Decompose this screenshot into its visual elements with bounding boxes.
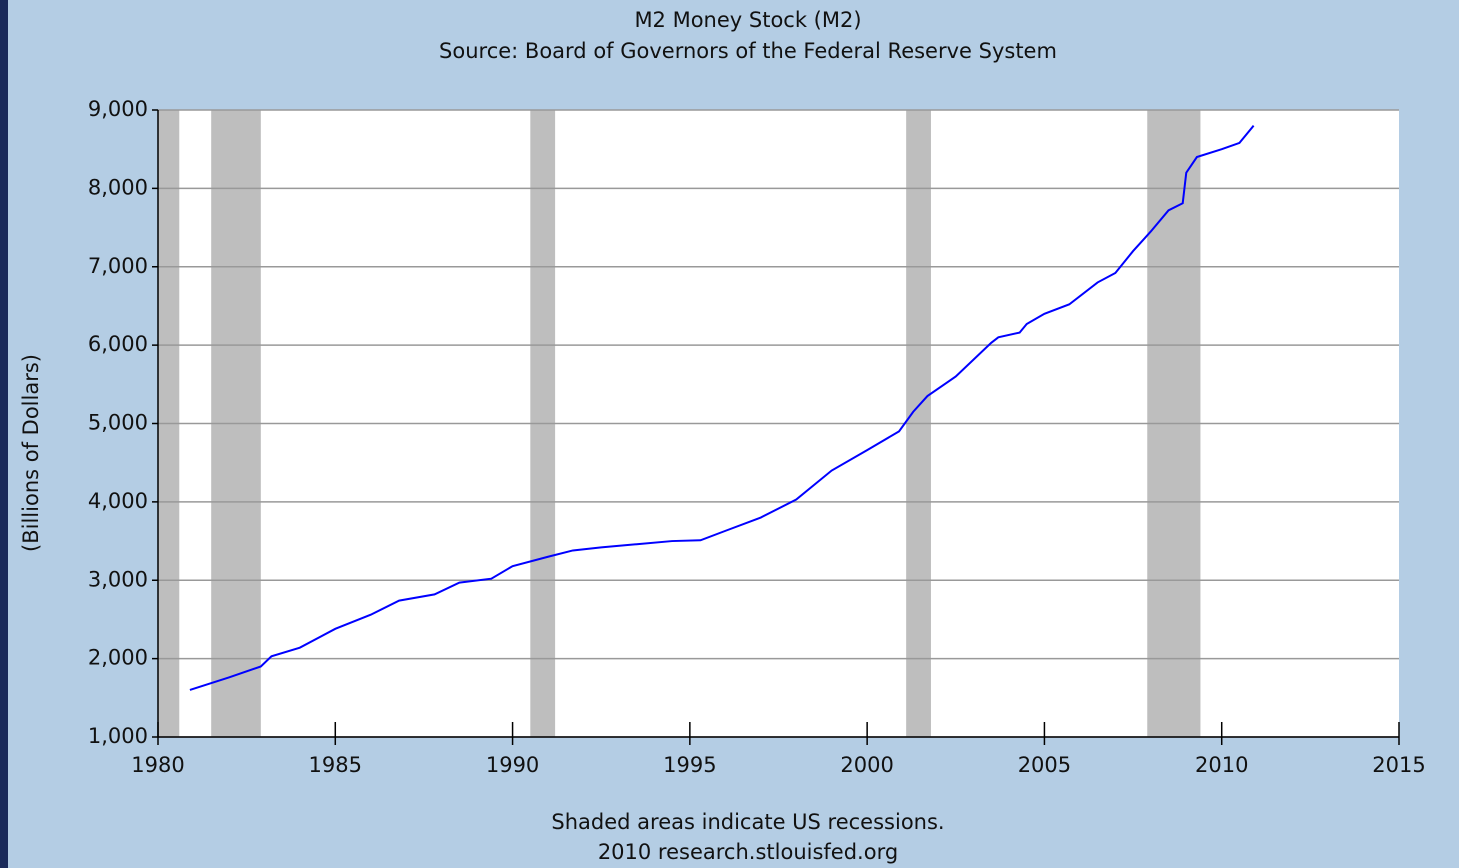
x-tick-label: 1990	[486, 753, 539, 777]
y-tick-label: 8,000	[88, 175, 148, 199]
y-tick-label: 1,000	[88, 724, 148, 748]
chart-title: M2 Money Stock (M2)	[634, 8, 861, 32]
x-tick-label: 1995	[663, 753, 716, 777]
x-tick-label: 1985	[309, 753, 362, 777]
data-line	[189, 125, 1255, 691]
y-tick-label: 4,000	[88, 489, 148, 513]
credit: 2010 research.stlouisfed.org	[598, 840, 898, 864]
x-tick-label: 1980	[131, 753, 184, 777]
y-tick-label: 3,000	[88, 567, 148, 591]
y-tick-label: 2,000	[88, 646, 148, 670]
y-axis-label: (Billions of Dollars)	[19, 354, 43, 552]
y-tick-label: 9,000	[88, 97, 148, 121]
note: Shaded areas indicate US recessions.	[551, 810, 944, 834]
y-tick-label: 5,000	[88, 411, 148, 435]
y-tick-label: 7,000	[88, 254, 148, 278]
x-tick-label: 2010	[1195, 753, 1248, 777]
chart-subtitle: Source: Board of Governors of the Federa…	[439, 39, 1057, 63]
y-tick-label: 6,000	[88, 332, 148, 356]
x-tick-label: 2015	[1372, 753, 1425, 777]
x-tick-label: 2005	[1018, 753, 1071, 777]
x-tick-label: 2000	[840, 753, 893, 777]
frame-edge	[0, 0, 8, 868]
